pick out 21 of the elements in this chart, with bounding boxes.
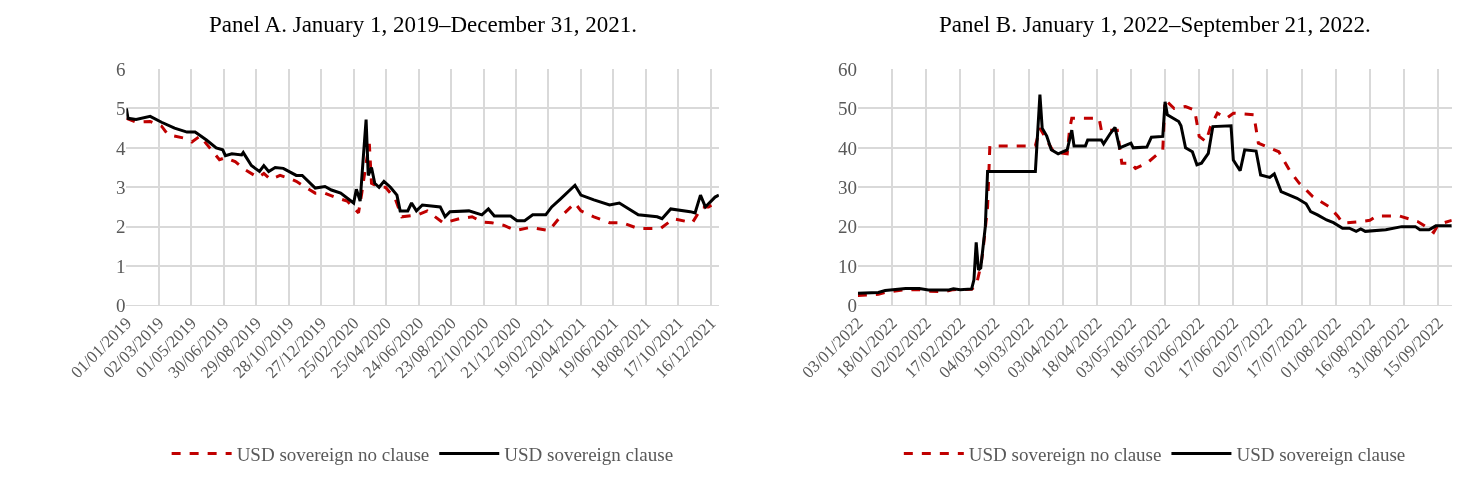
legend-label: USD sovereign clause	[1236, 443, 1406, 465]
line-series	[126, 106, 719, 223]
y-tick-label: 30	[837, 176, 857, 198]
y-tick-label: 0	[115, 295, 126, 317]
y-tick-label: 20	[837, 216, 857, 238]
legend-label: USD sovereign no clause	[236, 443, 430, 465]
y-tick-label: 1	[115, 255, 126, 277]
y-tick-label: 0	[847, 295, 857, 317]
legend-label: USD sovereign clause	[504, 443, 674, 465]
y-tick-label: 3	[115, 176, 126, 198]
y-tick-label: 4	[115, 137, 126, 159]
y-tick-label: 2	[115, 216, 126, 238]
chart-title: Panel B. January 1, 2022–September 21, 2022.	[939, 12, 1371, 37]
y-tick-label: 6	[115, 58, 126, 80]
y-tick-label: 60	[837, 58, 857, 80]
chart-title: Panel A. January 1, 2019–December 31, 2021.	[209, 12, 637, 37]
y-tick-label: 40	[837, 137, 857, 159]
y-tick-label: 5	[115, 98, 126, 120]
y-tick-label: 50	[837, 98, 857, 120]
y-tick-label: 10	[837, 255, 857, 277]
legend-label: USD sovereign no clause	[968, 443, 1162, 465]
